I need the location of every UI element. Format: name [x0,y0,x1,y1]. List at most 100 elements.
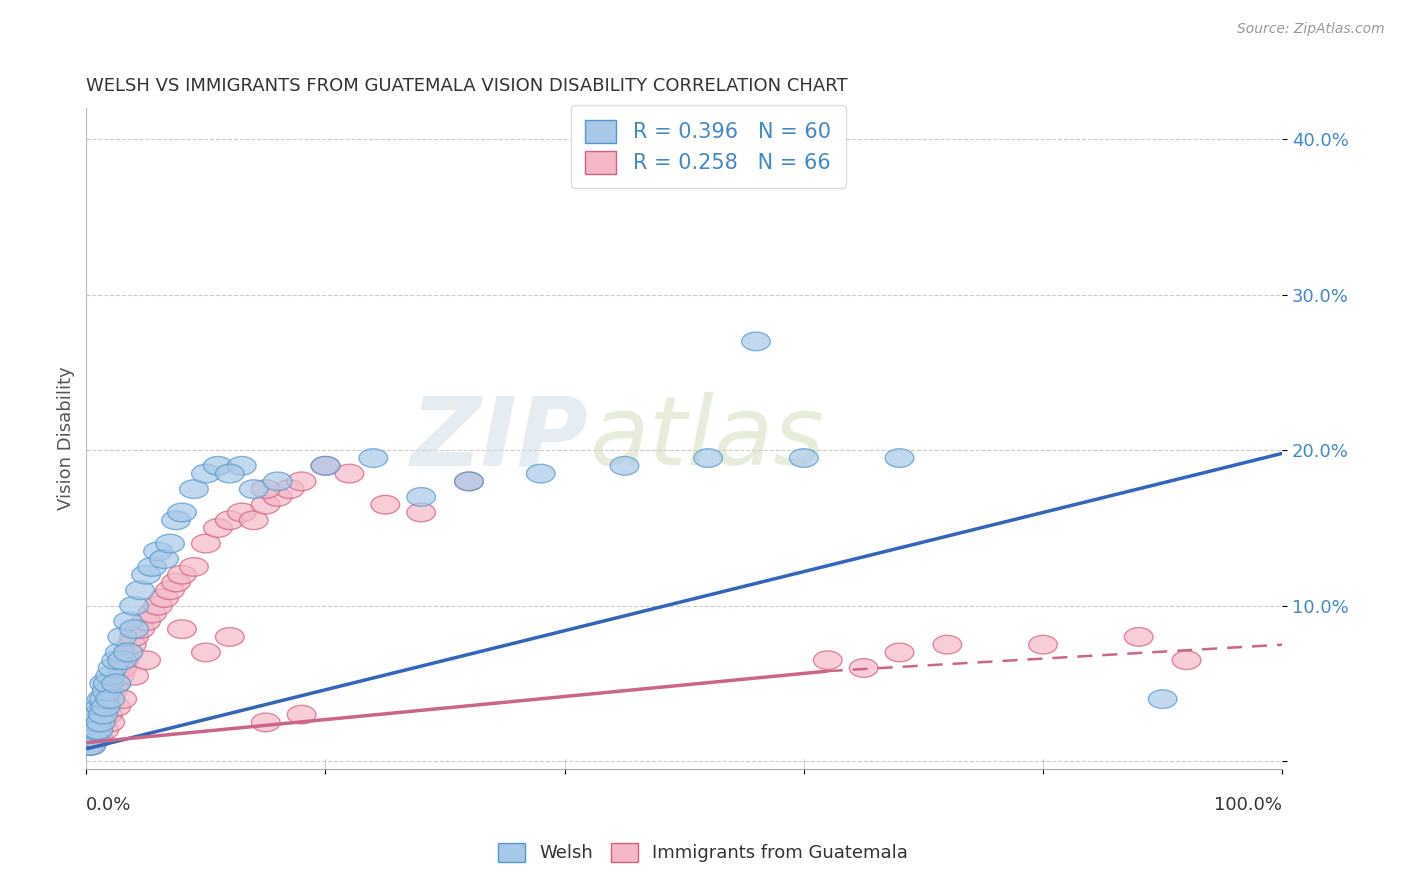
Ellipse shape [359,449,388,467]
Ellipse shape [287,472,316,491]
Ellipse shape [215,511,245,530]
Ellipse shape [149,589,179,607]
Ellipse shape [82,721,110,739]
Ellipse shape [610,457,638,475]
Ellipse shape [96,690,125,708]
Ellipse shape [191,643,221,662]
Ellipse shape [406,488,436,507]
Text: 0.0%: 0.0% [86,796,132,814]
Ellipse shape [83,713,111,731]
Ellipse shape [371,495,399,514]
Ellipse shape [252,480,280,499]
Ellipse shape [75,737,103,756]
Ellipse shape [114,612,142,631]
Ellipse shape [90,721,118,739]
Ellipse shape [93,698,121,716]
Ellipse shape [287,706,316,724]
Ellipse shape [886,643,914,662]
Ellipse shape [814,651,842,670]
Ellipse shape [1173,651,1201,670]
Ellipse shape [83,718,111,737]
Y-axis label: Vision Disability: Vision Disability [58,367,75,510]
Ellipse shape [108,690,136,708]
Ellipse shape [149,549,179,568]
Ellipse shape [77,737,105,756]
Ellipse shape [156,534,184,553]
Ellipse shape [77,713,107,731]
Ellipse shape [790,449,818,467]
Ellipse shape [87,713,117,731]
Ellipse shape [693,449,723,467]
Ellipse shape [191,464,221,483]
Ellipse shape [76,729,104,747]
Ellipse shape [101,674,131,693]
Ellipse shape [180,558,208,576]
Ellipse shape [86,706,115,724]
Legend: Welsh, Immigrants from Guatemala: Welsh, Immigrants from Guatemala [491,836,915,870]
Ellipse shape [90,674,118,693]
Ellipse shape [120,597,149,615]
Ellipse shape [82,706,110,724]
Ellipse shape [454,472,484,491]
Ellipse shape [138,558,166,576]
Ellipse shape [108,651,136,670]
Ellipse shape [84,706,112,724]
Ellipse shape [239,511,269,530]
Ellipse shape [311,457,340,475]
Text: ZIP: ZIP [411,392,589,485]
Ellipse shape [120,620,149,639]
Legend: R = 0.396   N = 60, R = 0.258   N = 66: R = 0.396 N = 60, R = 0.258 N = 66 [571,105,846,188]
Ellipse shape [239,480,269,499]
Ellipse shape [101,698,131,716]
Ellipse shape [143,597,173,615]
Ellipse shape [114,643,142,662]
Ellipse shape [79,721,108,739]
Ellipse shape [89,706,117,724]
Ellipse shape [1149,690,1177,708]
Ellipse shape [77,724,107,743]
Ellipse shape [76,721,104,739]
Ellipse shape [90,706,118,724]
Ellipse shape [162,511,190,530]
Ellipse shape [228,503,256,522]
Ellipse shape [167,503,197,522]
Ellipse shape [75,737,103,756]
Ellipse shape [263,488,292,507]
Ellipse shape [80,721,110,739]
Ellipse shape [167,566,197,584]
Ellipse shape [101,651,131,670]
Ellipse shape [849,658,877,677]
Ellipse shape [96,713,125,731]
Ellipse shape [101,674,131,693]
Ellipse shape [215,628,245,646]
Ellipse shape [180,480,208,499]
Text: WELSH VS IMMIGRANTS FROM GUATEMALA VISION DISABILITY CORRELATION CHART: WELSH VS IMMIGRANTS FROM GUATEMALA VISIO… [86,78,848,95]
Ellipse shape [741,332,770,351]
Ellipse shape [87,690,117,708]
Ellipse shape [84,721,112,739]
Ellipse shape [311,457,340,475]
Ellipse shape [114,643,142,662]
Ellipse shape [526,464,555,483]
Ellipse shape [252,495,280,514]
Ellipse shape [143,542,173,561]
Ellipse shape [108,658,136,677]
Ellipse shape [79,729,108,747]
Ellipse shape [156,581,184,599]
Ellipse shape [98,658,127,677]
Ellipse shape [108,628,136,646]
Ellipse shape [335,464,364,483]
Ellipse shape [886,449,914,467]
Ellipse shape [93,682,121,700]
Ellipse shape [96,666,125,685]
Ellipse shape [110,651,139,670]
Ellipse shape [91,698,120,716]
Ellipse shape [82,724,110,743]
Ellipse shape [105,666,134,685]
Ellipse shape [406,503,436,522]
Text: 100.0%: 100.0% [1215,796,1282,814]
Ellipse shape [228,457,256,475]
Ellipse shape [204,518,232,537]
Ellipse shape [191,534,221,553]
Ellipse shape [84,729,112,747]
